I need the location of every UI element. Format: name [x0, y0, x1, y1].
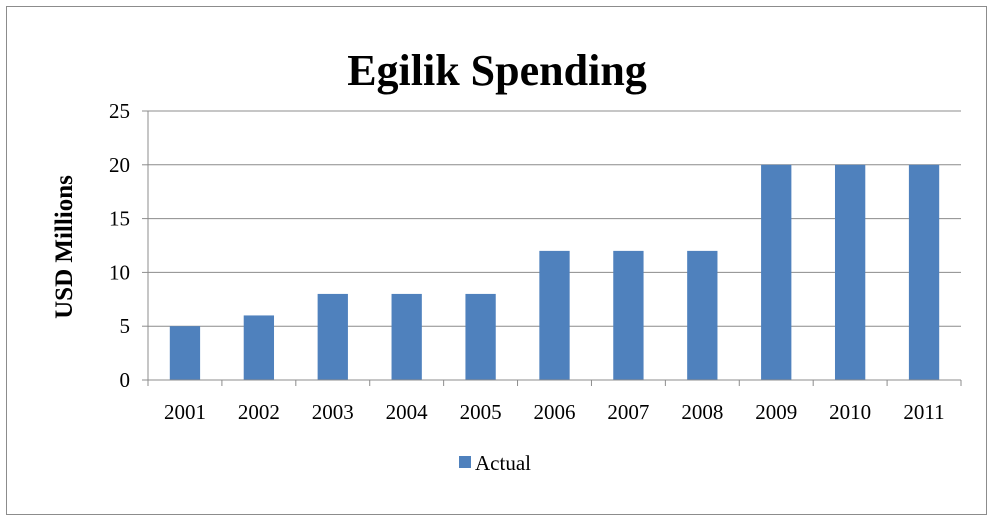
bar-2006	[539, 250, 570, 380]
chart-frame	[6, 6, 987, 515]
bars	[169, 164, 940, 380]
legend-swatch	[459, 456, 471, 468]
chart-title: Egilik Spending	[347, 46, 647, 95]
x-tick-label: 2002	[238, 400, 280, 424]
x-tick-labels: 2001 2002 2003 2004 2005 2006 2007 2008 2009 2010…	[164, 400, 945, 424]
bar-2007	[613, 250, 644, 380]
x-tick-label: 2011	[903, 400, 944, 424]
x-tick-label: 2007	[607, 400, 649, 424]
y-tick-labels: 0 5 10 15 20 25	[109, 99, 148, 392]
legend-label-actual: Actual	[475, 451, 531, 475]
bar-2001	[169, 326, 201, 380]
y-tick-label: 20	[109, 153, 130, 177]
x-tick-label: 2010	[829, 400, 871, 424]
bar-2003	[317, 293, 348, 380]
x-tick-label: 2005	[460, 400, 502, 424]
bar-2011	[908, 164, 940, 380]
x-tick-label: 2004	[386, 400, 429, 424]
bar-2002	[243, 315, 275, 380]
x-tick-label: 2001	[164, 400, 206, 424]
y-tick-label: 15	[109, 207, 130, 231]
y-axis-label: USD Millions	[51, 175, 78, 319]
legend: Actual	[459, 451, 531, 475]
bar-2009	[761, 164, 792, 380]
x-tick-label: 2008	[681, 400, 723, 424]
x-tick-label: 2006	[534, 400, 576, 424]
axes	[147, 111, 962, 386]
y-tick-label: 0	[120, 368, 131, 392]
bar-2005	[465, 293, 496, 380]
y-tick-label: 10	[109, 260, 130, 284]
x-tick-label: 2003	[312, 400, 354, 424]
x-tick-label: 2009	[755, 400, 797, 424]
bar-2008	[687, 250, 718, 380]
bar-2004	[391, 293, 422, 380]
y-tick-label: 5	[120, 314, 131, 338]
bar-2010	[834, 164, 866, 380]
y-tick-label: 25	[109, 99, 130, 123]
